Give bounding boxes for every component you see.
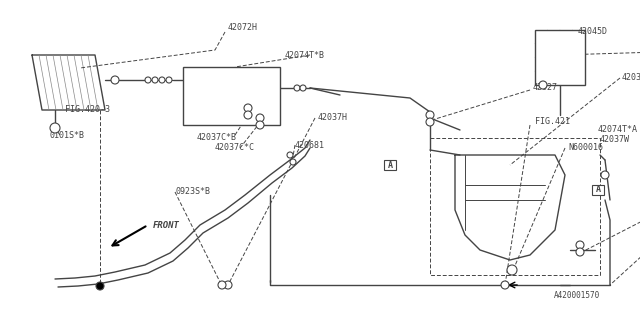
Circle shape bbox=[576, 248, 584, 256]
Circle shape bbox=[294, 85, 300, 91]
Text: FIG.421: FIG.421 bbox=[535, 117, 570, 126]
Text: 42072H: 42072H bbox=[228, 23, 258, 33]
Circle shape bbox=[218, 281, 226, 289]
Circle shape bbox=[426, 118, 434, 126]
Text: A: A bbox=[595, 186, 600, 195]
Circle shape bbox=[166, 77, 172, 83]
Text: 42035: 42035 bbox=[622, 74, 640, 83]
Bar bbox=[384, 160, 396, 170]
Circle shape bbox=[224, 281, 232, 289]
Circle shape bbox=[244, 111, 252, 119]
Circle shape bbox=[507, 265, 517, 275]
Text: 0923S*B: 0923S*B bbox=[175, 188, 210, 196]
Text: FIG.420-3: FIG.420-3 bbox=[65, 106, 110, 115]
Bar bbox=[183, 67, 280, 125]
Circle shape bbox=[601, 171, 609, 179]
Circle shape bbox=[111, 76, 119, 84]
Circle shape bbox=[256, 114, 264, 122]
Text: 42037C*C: 42037C*C bbox=[215, 143, 255, 153]
Text: 42037C*B: 42037C*B bbox=[197, 133, 237, 142]
Circle shape bbox=[287, 152, 293, 158]
Text: 420681: 420681 bbox=[295, 140, 325, 149]
Circle shape bbox=[300, 85, 306, 91]
Circle shape bbox=[426, 111, 434, 119]
Circle shape bbox=[290, 159, 296, 165]
Bar bbox=[592, 185, 604, 195]
Circle shape bbox=[576, 241, 584, 249]
Text: 42074T*B: 42074T*B bbox=[285, 51, 325, 60]
Bar bbox=[535, 30, 585, 85]
Circle shape bbox=[152, 77, 158, 83]
Circle shape bbox=[501, 281, 509, 289]
Text: A420001570: A420001570 bbox=[554, 291, 600, 300]
Circle shape bbox=[50, 123, 60, 133]
Text: 42037W: 42037W bbox=[600, 135, 630, 145]
Text: A: A bbox=[387, 161, 392, 170]
Circle shape bbox=[539, 81, 547, 89]
Text: 42074T*A: 42074T*A bbox=[598, 125, 638, 134]
Text: FRONT: FRONT bbox=[153, 221, 180, 230]
Circle shape bbox=[96, 282, 104, 290]
Text: 42037H: 42037H bbox=[318, 114, 348, 123]
Circle shape bbox=[145, 77, 151, 83]
Circle shape bbox=[256, 121, 264, 129]
Text: 0101S*B: 0101S*B bbox=[50, 131, 85, 140]
Circle shape bbox=[159, 77, 165, 83]
Text: 42045D: 42045D bbox=[578, 28, 608, 36]
Text: 42027: 42027 bbox=[533, 84, 558, 92]
Text: N600016: N600016 bbox=[568, 143, 603, 153]
Circle shape bbox=[244, 104, 252, 112]
